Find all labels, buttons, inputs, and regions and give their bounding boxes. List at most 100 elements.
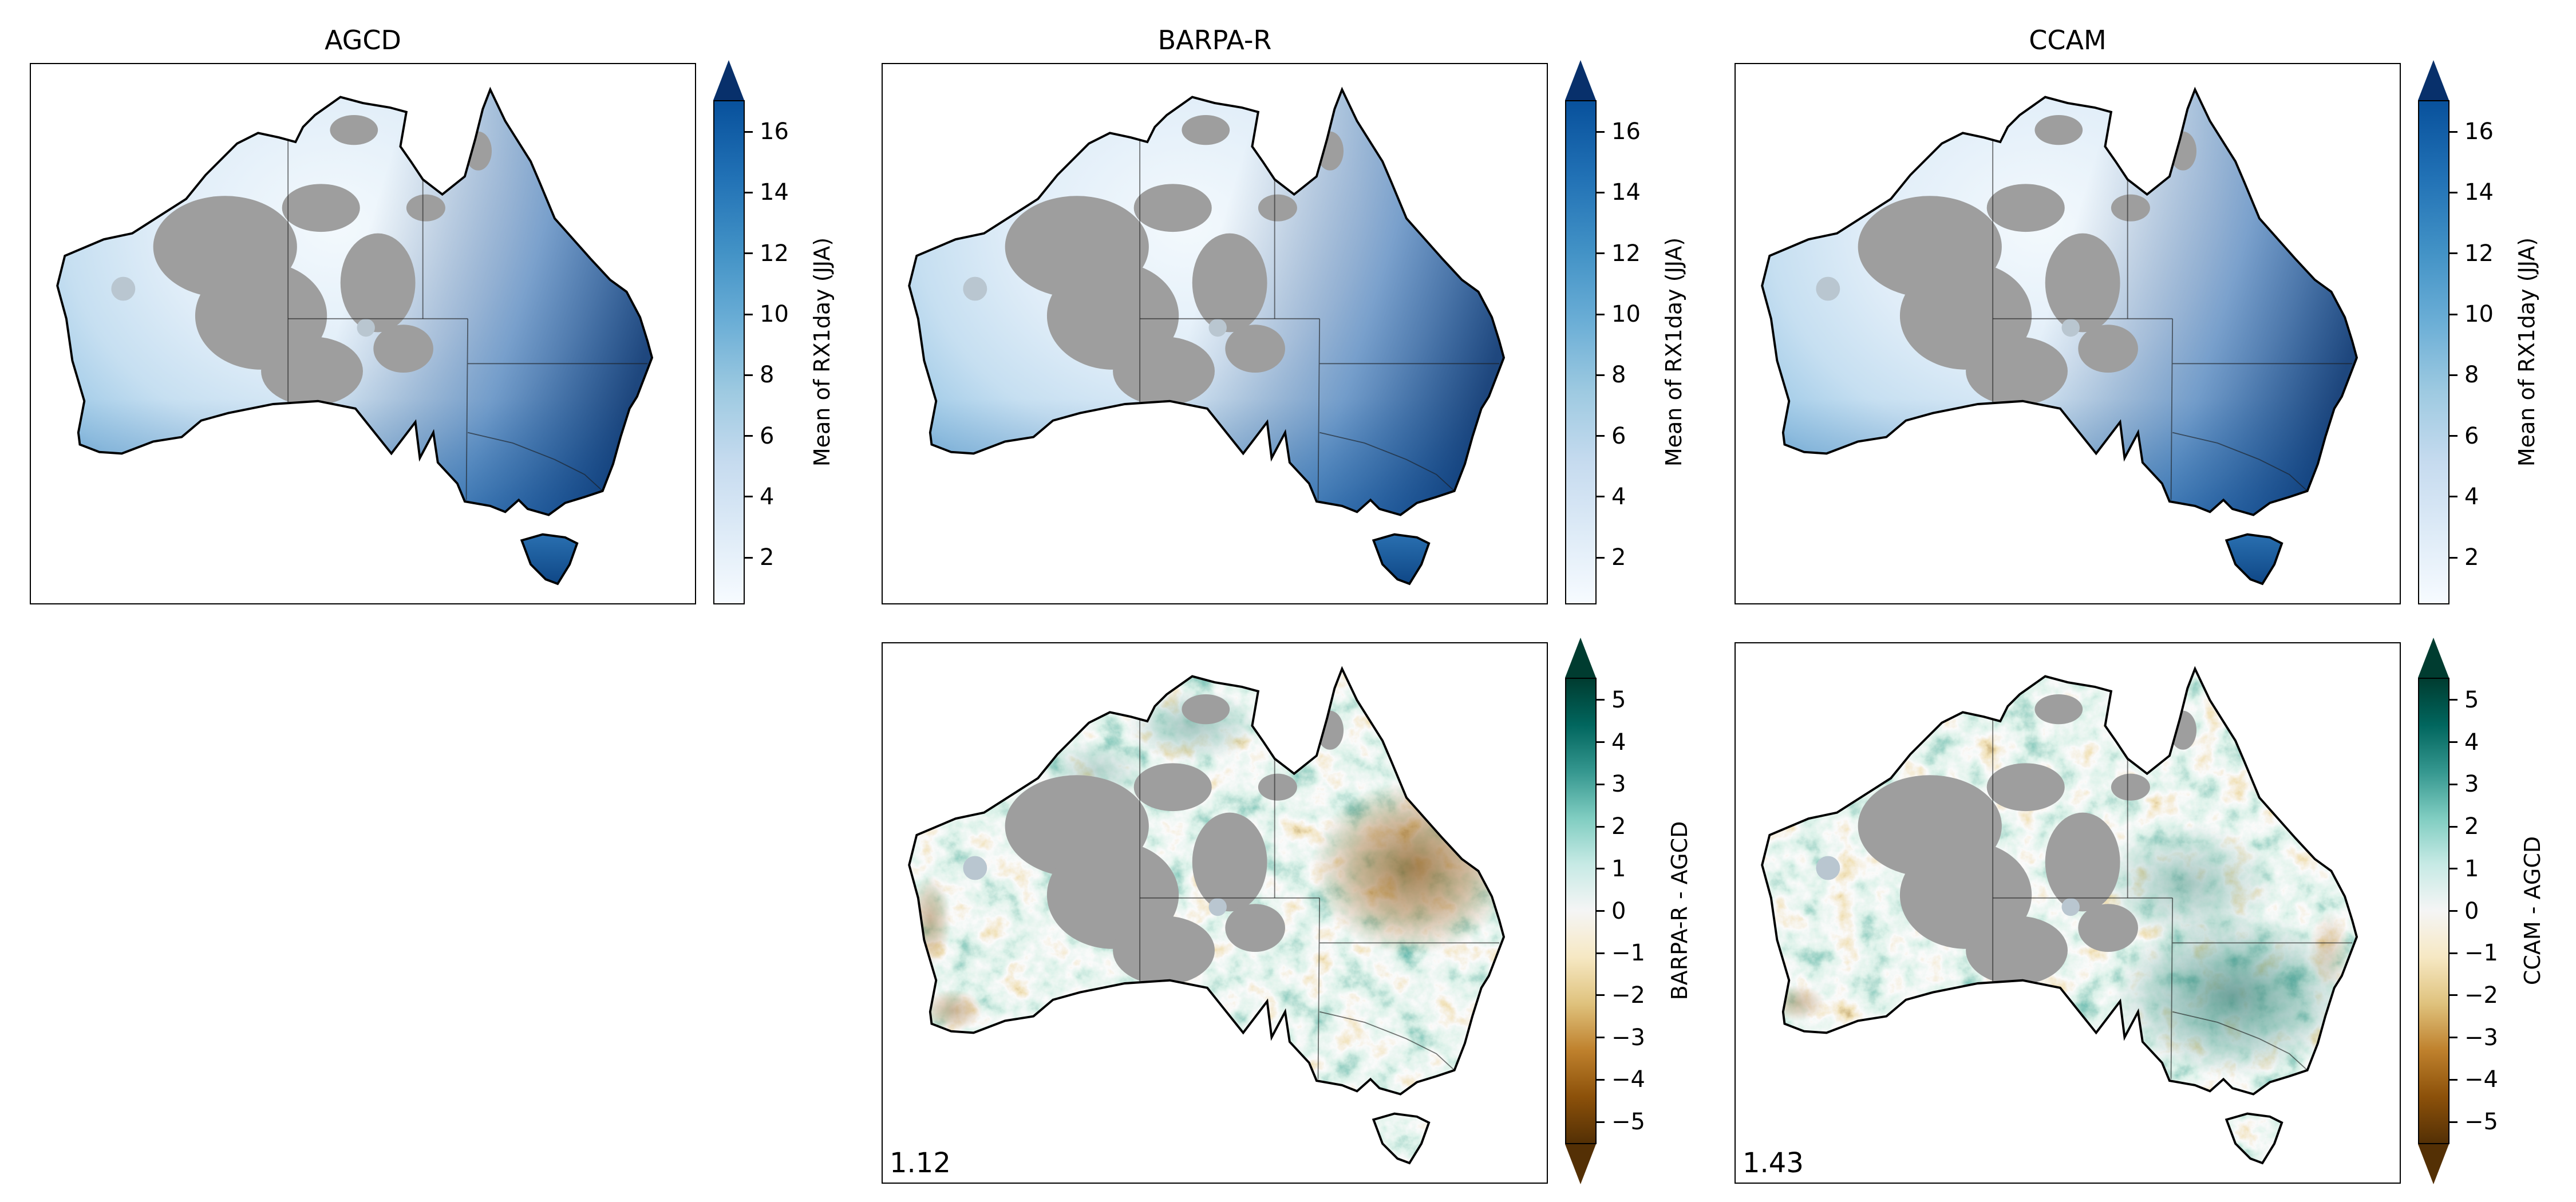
panel-title-ccam: CCAM [2029, 25, 2107, 56]
tick-label: 10 [1611, 301, 1641, 328]
tick-label: 3 [2464, 771, 2479, 798]
colorbar-tick: −4 [2448, 1068, 2498, 1091]
colorbar-tick: −1 [1595, 942, 1645, 964]
tick-label: 14 [2464, 179, 2494, 206]
colorbar-blues-barpa-r: 2 4 6 8 10 12 14 16 [1565, 100, 1641, 604]
colorbar-extend-pos-arrow [2418, 638, 2449, 678]
tick-label: −2 [2464, 982, 2498, 1009]
tick-mark [744, 435, 753, 437]
colorbar-extend-max-arrow [1565, 60, 1596, 100]
dry-bias-region-east-qld [1310, 781, 1504, 955]
tick-mark [1595, 1078, 1605, 1081]
tick-mark [2448, 952, 2458, 954]
colorbar-tick: 2 [744, 546, 774, 569]
colorbar-tick: 12 [1595, 242, 1641, 265]
tick-mark [2448, 699, 2458, 701]
tick-mark [744, 556, 753, 559]
tick-label: 14 [760, 179, 789, 206]
tick-mark [2448, 435, 2458, 437]
tick-label: 5 [2464, 686, 2479, 713]
tick-mark [2448, 825, 2458, 828]
colorbar-tick: 4 [1595, 485, 1626, 508]
colorbar-blues-agcd: 2 4 6 8 10 12 14 16 [713, 100, 789, 604]
tick-mark [2448, 868, 2458, 870]
map-panel-barpa-r-minus-agcd: 1.12 [882, 642, 1548, 1184]
colorbar-extend-neg-arrow [1565, 1144, 1596, 1184]
tick-label: 10 [760, 301, 789, 328]
australia-diff-map-ccam [1761, 667, 2358, 1164]
map-panel-agcd [30, 63, 696, 604]
colorbar-tick: 10 [2448, 303, 2494, 326]
colorbar-tick: 2 [1595, 815, 1626, 838]
colorbar-tick: 16 [744, 120, 789, 143]
tick-label: −5 [1611, 1109, 1645, 1136]
tick-label: 3 [1611, 771, 1626, 798]
tick-label: 1 [1611, 855, 1626, 882]
tick-mark [1595, 910, 1605, 912]
colorbar-tick: 3 [1595, 773, 1626, 796]
colorbar-tick: −5 [1595, 1110, 1645, 1133]
tick-mark [1595, 252, 1605, 255]
colorbar-tick: 6 [1595, 425, 1626, 448]
tick-label: 2 [1611, 544, 1626, 571]
tick-label: −2 [1611, 982, 1645, 1009]
colorbar-tick: 6 [744, 425, 774, 448]
colorbar-extend-max-arrow [2418, 60, 2449, 100]
tick-mark [1595, 374, 1605, 376]
colorbar-tick: 8 [2448, 363, 2479, 386]
tick-mark [2448, 313, 2458, 315]
colorbar-extend-max-arrow [713, 60, 744, 100]
colorbar-tick: 5 [1595, 689, 1626, 711]
tick-label: 2 [2464, 544, 2479, 571]
tick-mark [2448, 131, 2458, 133]
tick-mark [2448, 741, 2458, 744]
tick-mark [1595, 952, 1605, 954]
colorbar-tick: 12 [2448, 242, 2494, 265]
panel-title-agcd: AGCD [325, 25, 401, 56]
tick-label: 4 [2464, 483, 2479, 510]
colorbar-tick: 0 [2448, 900, 2479, 923]
tick-label: 12 [760, 240, 789, 267]
tick-mark [744, 374, 753, 376]
colorbar-extend-pos-arrow [1565, 638, 1596, 678]
panel-title-barpa-r: BARPA-R [1157, 25, 1272, 56]
colorbar-label-diff-barpa-r: BARPA-R - AGCD [1667, 821, 1692, 1001]
colorbar-tick: 12 [744, 242, 789, 265]
tick-mark [744, 496, 753, 498]
colorbar-tick: 6 [2448, 425, 2479, 448]
tick-mark [1595, 1121, 1605, 1123]
tick-label: 12 [1611, 240, 1641, 267]
tick-label: 10 [2464, 301, 2494, 328]
tick-label: 1 [2464, 855, 2479, 882]
tick-mark [2448, 191, 2458, 193]
colorbar-tick: −4 [1595, 1068, 1645, 1091]
tick-label: −5 [2464, 1109, 2498, 1136]
tick-label: −3 [2464, 1024, 2498, 1051]
tick-label: −4 [1611, 1066, 1645, 1093]
tick-mark [1595, 868, 1605, 870]
colorbar-tick: 4 [1595, 731, 1626, 754]
colorbar-tick: 8 [744, 363, 774, 386]
tick-mark [2448, 1121, 2458, 1123]
mainland-fill [57, 89, 653, 515]
colorbar-tick: 8 [1595, 363, 1626, 386]
colorbar-tick: 1 [2448, 857, 2479, 880]
tick-mark [1595, 131, 1605, 133]
tick-mark [1595, 1037, 1605, 1039]
tick-mark [744, 313, 753, 315]
colorbar-tick: −3 [1595, 1026, 1645, 1049]
colorbar-tick: −5 [2448, 1110, 2498, 1133]
australia-map-ccam [1761, 88, 2358, 585]
australia-map-barpa-r [908, 88, 1505, 585]
tick-label: 5 [1611, 686, 1626, 713]
tick-mark [1595, 435, 1605, 437]
tick-mark [2448, 783, 2458, 785]
colorbar-diff-ccam: −5 −4 −3 −2 −1 0 1 2 3 4 5 [2418, 678, 2498, 1144]
colorbar-tick: 10 [744, 303, 789, 326]
tick-label: 0 [1611, 897, 1626, 924]
colorbar-extend-neg-arrow [2418, 1144, 2449, 1184]
tick-label: 4 [2464, 729, 2479, 756]
tick-mark [1595, 825, 1605, 828]
tick-label: −3 [1611, 1024, 1645, 1051]
colorbar-tick: 2 [2448, 815, 2479, 838]
